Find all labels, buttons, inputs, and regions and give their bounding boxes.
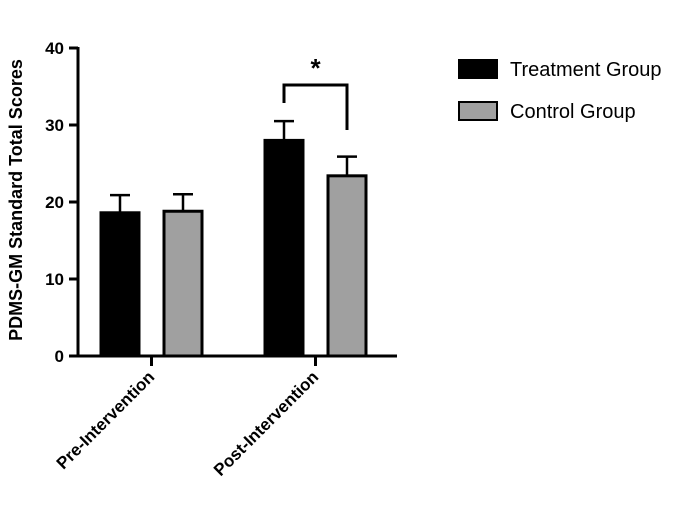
significance-annotations: * [282, 53, 349, 130]
bar-control-post [326, 174, 368, 358]
y-axis: 0 10 20 30 40 [45, 39, 80, 366]
y-axis-title: PDMS-GM Standard Total Scores [6, 59, 26, 341]
legend-label-treatment: Treatment Group [510, 59, 662, 81]
legend-swatch-control [458, 101, 498, 121]
y-tick-label: 0 [55, 347, 64, 366]
y-axis-title-group: PDMS-GM Standard Total Scores [6, 59, 26, 341]
x-category-label: Pre-Intervention [53, 367, 159, 473]
x-category-label: Post-Intervention [210, 367, 322, 479]
y-tick-label: 30 [45, 116, 64, 135]
bar-treatment-pre [99, 211, 141, 358]
bars [99, 138, 368, 358]
significance-asterisk: * [310, 53, 321, 83]
bar-control-pre [162, 209, 204, 358]
x-axis: Pre-Intervention Post-Intervention [53, 354, 397, 480]
bar-treatment-post [263, 138, 305, 358]
error-bars [110, 119, 357, 213]
y-tick-label: 20 [45, 193, 64, 212]
significance-bracket [282, 83, 349, 130]
legend-label-control: Control Group [510, 101, 636, 123]
legend-swatch-treatment [458, 59, 498, 79]
y-tick-label: 10 [45, 270, 64, 289]
y-tick-label: 40 [45, 39, 64, 58]
legend: Treatment Group Control Group [458, 59, 662, 123]
